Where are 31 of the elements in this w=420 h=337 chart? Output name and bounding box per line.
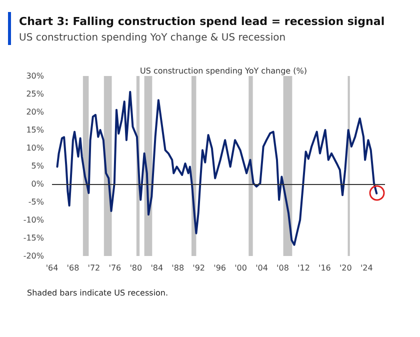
y-tick-label: -15% [23, 234, 44, 242]
y-tick-label: 5% [31, 162, 44, 170]
x-tick-label: '00 [234, 264, 247, 272]
text: Shaded bars indicate US recession. [27, 288, 168, 298]
x-tick-label: '04 [256, 264, 268, 272]
chart-title: Chart 3: Falling construction spend lead = recession signal [19, 15, 385, 28]
x-tick-label: '72 [88, 264, 100, 272]
x-tick-label: '92 [192, 264, 206, 272]
y-tick-label: 30% [26, 72, 44, 80]
x-tick-label: '16 [318, 264, 331, 272]
y-tick-label: -20% [23, 252, 44, 260]
y-tick-label: 10% [26, 144, 44, 152]
y-tick-label: -10% [23, 216, 44, 224]
x-tick-label: '12 [298, 264, 310, 272]
x-tick-label: '68 [66, 264, 80, 272]
x-tick-label: '24 [360, 264, 373, 272]
x-tick-label: '20 [339, 264, 352, 272]
x-tick-label: '76 [108, 264, 122, 272]
y-tick-label: 15% [26, 126, 44, 134]
x-tick-label: '80 [130, 264, 142, 272]
y-tick-label: 25% [26, 90, 44, 98]
x-tick-label: '64 [46, 264, 58, 272]
y-tick-label: -5% [28, 198, 44, 206]
x-tick-label: '84 [150, 264, 164, 272]
chart-subtitle: US construction spending YoY change & US recession [19, 32, 286, 44]
x-tick-label: '96 [214, 264, 226, 272]
y-tick-label: 0% [31, 180, 44, 188]
y-axis-title: US construction spending YoY change (%) [140, 66, 307, 76]
x-tick-label: '08 [276, 264, 289, 272]
x-tick-label: '88 [172, 264, 184, 272]
y-tick-label: 20% [26, 108, 44, 116]
